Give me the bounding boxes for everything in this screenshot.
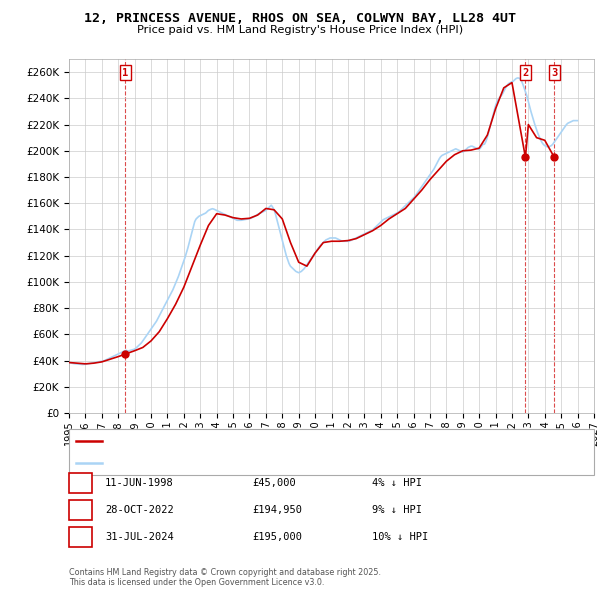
- Text: 4% ↓ HPI: 4% ↓ HPI: [372, 478, 422, 487]
- Text: 11-JUN-1998: 11-JUN-1998: [105, 478, 174, 487]
- Text: £195,000: £195,000: [252, 532, 302, 542]
- Text: 3: 3: [551, 68, 557, 78]
- Text: Contains HM Land Registry data © Crown copyright and database right 2025.
This d: Contains HM Land Registry data © Crown c…: [69, 568, 381, 587]
- Text: £45,000: £45,000: [252, 478, 296, 487]
- Text: 12, PRINCESS AVENUE, RHOS ON SEA, COLWYN BAY, LL28 4UT: 12, PRINCESS AVENUE, RHOS ON SEA, COLWYN…: [84, 12, 516, 25]
- Text: 2: 2: [522, 68, 529, 78]
- Text: 1: 1: [122, 68, 128, 78]
- Text: 31-JUL-2024: 31-JUL-2024: [105, 532, 174, 542]
- Text: 12, PRINCESS AVENUE, RHOS ON SEA, COLWYN BAY, LL28 4UT (semi-detached house): 12, PRINCESS AVENUE, RHOS ON SEA, COLWYN…: [105, 437, 493, 446]
- Text: 9% ↓ HPI: 9% ↓ HPI: [372, 505, 422, 514]
- Text: Price paid vs. HM Land Registry's House Price Index (HPI): Price paid vs. HM Land Registry's House …: [137, 25, 463, 35]
- Text: 3: 3: [77, 532, 84, 542]
- Text: 1: 1: [77, 478, 84, 487]
- Text: HPI: Average price, semi-detached house, Conwy: HPI: Average price, semi-detached house,…: [105, 458, 328, 468]
- Text: 28-OCT-2022: 28-OCT-2022: [105, 505, 174, 514]
- Text: 2: 2: [77, 505, 84, 514]
- Text: 10% ↓ HPI: 10% ↓ HPI: [372, 532, 428, 542]
- Text: £194,950: £194,950: [252, 505, 302, 514]
